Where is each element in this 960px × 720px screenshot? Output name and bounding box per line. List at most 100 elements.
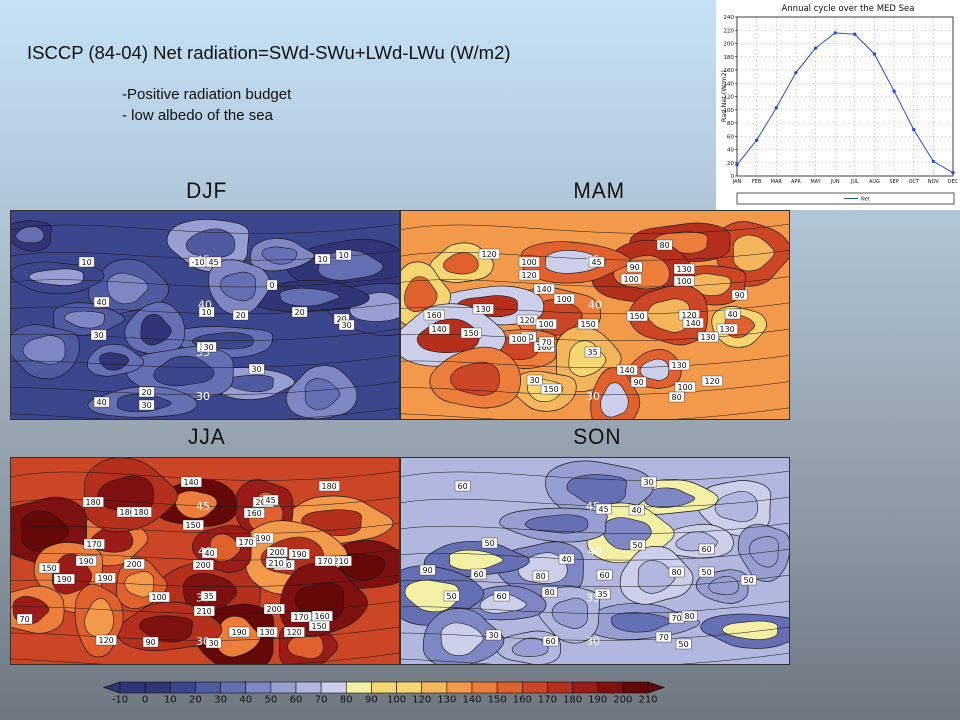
map-value-label-text: 190	[256, 534, 271, 543]
map-contour-line	[10, 626, 400, 641]
map-value-label-text: 120	[520, 316, 535, 325]
map-value-label-box	[78, 256, 95, 268]
map-value-label-text: 30	[489, 631, 499, 640]
map-value-label-text: 70	[20, 615, 30, 624]
map-value-label: 100	[620, 273, 642, 285]
map-value-label: 80	[668, 391, 685, 403]
colorbar-segment	[169, 681, 196, 694]
map-contour-line	[400, 522, 790, 534]
colorbar-tick-label: 200	[613, 695, 632, 706]
map-value-label-box	[16, 613, 33, 625]
map-value-label-text: 70	[659, 633, 669, 642]
map-value-label-text: 140	[620, 366, 635, 375]
map-value-label-text: 200	[267, 605, 282, 614]
map-value-label: 100	[553, 293, 575, 305]
map-value-label: 160	[311, 610, 333, 622]
map-value-label-text: 45	[209, 258, 219, 267]
map-value-label-box	[508, 333, 530, 345]
map-value-label: 190	[53, 573, 75, 585]
map-contour-region	[219, 271, 256, 302]
colorbar-tick-label: 100	[387, 695, 406, 706]
map-value-label-text: 40	[562, 555, 572, 564]
annual-chart-point	[892, 89, 896, 93]
map-latitude-label: 40	[588, 545, 602, 558]
map-contour-line	[400, 407, 790, 420]
map-value-label-text: 10	[318, 255, 328, 264]
colorbar-segment	[270, 681, 297, 694]
map-value-label-box	[628, 504, 645, 516]
map-value-label: 170	[290, 611, 312, 623]
map-value-label-text: 30	[94, 331, 104, 340]
map-value-label: 30	[205, 637, 222, 649]
map-value-label: 50	[481, 537, 498, 549]
map-value-label-text: 160	[315, 612, 330, 621]
map-value-label-box	[290, 611, 312, 623]
map-value-label: 30	[526, 374, 543, 386]
map-value-label: 160	[423, 309, 445, 321]
annual-chart-y-tick-label: 0	[730, 174, 734, 180]
map-value-label-text: 170	[239, 538, 254, 547]
map-contour-region	[714, 490, 758, 523]
map-value-label: 10	[314, 253, 331, 265]
colorbar-tick-label: 120	[412, 695, 431, 706]
map-value-label: 90	[142, 636, 159, 648]
map-contour-line	[10, 223, 400, 234]
colorbar-end-left	[102, 681, 121, 694]
map-value-label-text: 100	[624, 275, 639, 284]
annual-chart-x-tick-label: DEC	[948, 179, 959, 185]
colorbar-segment	[547, 681, 573, 694]
map-value-label: 140	[533, 283, 555, 295]
map-contour-line	[400, 302, 790, 315]
colorbar-tick-label: 80	[340, 695, 353, 706]
colorbar-segment	[496, 681, 523, 694]
map-value-label: 190	[288, 548, 310, 560]
map-value-label-box	[588, 256, 605, 268]
map-value-label-box	[493, 590, 510, 602]
map-value-label-box	[38, 562, 60, 574]
map-value-label-text: 45	[266, 496, 276, 505]
map-value-label: 30	[138, 399, 155, 411]
map-value-label-text: 130	[672, 361, 687, 370]
annual-chart-y-tick-label: 140	[723, 81, 734, 87]
map-value-label-box	[93, 296, 110, 308]
map-value-label-box	[668, 391, 685, 403]
annual-chart-y-label: Rad Net (W/m2)	[720, 70, 728, 122]
colorbar-tick-label: 70	[315, 695, 328, 706]
map-value-label: 0	[266, 279, 278, 291]
map-value-label: 20	[232, 309, 249, 321]
map-value-label-box	[472, 303, 494, 315]
map-value-label-box	[180, 476, 202, 488]
map-value-label-box	[338, 319, 355, 331]
annual-chart-point	[912, 127, 916, 132]
map-value-label-box	[540, 383, 562, 395]
map-value-label-text: 130	[720, 325, 735, 334]
map-contour-region	[99, 352, 129, 371]
map-value-label: 130	[697, 331, 719, 343]
map-value-label-box	[243, 507, 265, 519]
map-value-label-text: 20	[142, 388, 152, 397]
map-contour-region	[15, 225, 45, 244]
map-panel-mam: 4540353080120100459013012010010090140100…	[400, 210, 790, 420]
map-value-label: 40	[724, 308, 741, 320]
annual-chart-x-tick-label: JUL	[850, 179, 859, 185]
map-value-label-text: 60	[702, 545, 712, 554]
map-latitude-label: 40	[588, 299, 602, 312]
annual-chart-x-tick-label: SEP	[889, 179, 898, 185]
map-value-label-box	[629, 539, 646, 551]
map-value-label-box	[232, 309, 249, 321]
map-panel-border	[400, 457, 790, 665]
map-value-label: 40	[93, 396, 110, 408]
map-value-label-text: 90	[630, 263, 640, 272]
map-value-label-text: 10	[202, 308, 212, 317]
map-value-label: 150	[540, 383, 562, 395]
map-contour-line	[400, 548, 790, 561]
map-value-label-box	[205, 256, 222, 268]
map-value-label-box	[620, 273, 642, 285]
map-value-label-text: 70	[672, 614, 682, 623]
map-value-label-box	[256, 626, 278, 638]
map-value-label-box	[200, 590, 217, 602]
map-value-label-box	[481, 537, 498, 549]
map-value-label-text: 180	[86, 498, 101, 507]
map-value-label-text: 120	[287, 628, 302, 637]
map-value-label-box	[535, 318, 557, 330]
